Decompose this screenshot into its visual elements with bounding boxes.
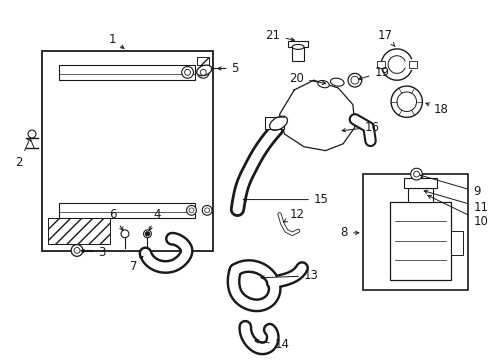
Text: 21: 21 [265, 29, 294, 42]
Ellipse shape [330, 78, 344, 86]
Text: 9: 9 [419, 175, 480, 198]
Circle shape [200, 69, 206, 75]
Circle shape [71, 244, 82, 256]
Circle shape [410, 168, 422, 180]
Ellipse shape [317, 81, 328, 88]
Circle shape [350, 76, 358, 84]
Bar [408, 60, 416, 68]
Circle shape [197, 67, 209, 78]
Text: 2: 2 [16, 138, 31, 169]
Text: 12: 12 [283, 208, 304, 222]
Text: 19: 19 [358, 66, 388, 80]
Bar [450, 231, 462, 255]
Text: 18: 18 [425, 103, 448, 116]
Bar [41, 51, 213, 251]
Ellipse shape [292, 45, 304, 49]
Bar [59, 64, 195, 80]
Circle shape [121, 230, 129, 238]
Circle shape [347, 73, 361, 87]
Bar [264, 117, 284, 129]
Bar [389, 202, 450, 280]
Circle shape [396, 92, 416, 112]
Text: 6: 6 [109, 208, 122, 230]
Bar [377, 60, 385, 68]
Ellipse shape [196, 65, 211, 76]
Text: 13: 13 [261, 269, 318, 282]
Text: 15: 15 [243, 193, 328, 206]
Bar [197, 57, 209, 64]
Text: 11: 11 [423, 190, 488, 214]
Bar [47, 218, 110, 244]
Circle shape [74, 248, 80, 253]
Text: 3: 3 [81, 246, 106, 259]
Circle shape [182, 67, 193, 78]
Bar [288, 41, 307, 47]
Polygon shape [279, 80, 354, 150]
Circle shape [186, 206, 196, 215]
Circle shape [145, 232, 149, 236]
Circle shape [390, 86, 422, 117]
Text: 8: 8 [340, 226, 358, 239]
Text: 16: 16 [342, 121, 379, 134]
Text: 5: 5 [218, 62, 239, 75]
Bar [59, 203, 195, 218]
Bar [292, 47, 304, 60]
Circle shape [189, 208, 194, 213]
Text: 10: 10 [427, 195, 487, 228]
Text: 20: 20 [288, 72, 325, 85]
Text: 14: 14 [254, 338, 289, 351]
Circle shape [204, 208, 209, 213]
Circle shape [184, 69, 190, 75]
Text: 17: 17 [377, 29, 394, 46]
Circle shape [143, 230, 151, 238]
Circle shape [202, 206, 212, 215]
Text: 1: 1 [108, 33, 123, 49]
Circle shape [28, 130, 36, 138]
Text: 7: 7 [130, 256, 142, 273]
Bar [362, 174, 468, 289]
Bar [403, 178, 436, 188]
Bar [407, 188, 432, 202]
Circle shape [413, 171, 419, 177]
Text: 4: 4 [149, 208, 161, 230]
Ellipse shape [269, 116, 287, 130]
